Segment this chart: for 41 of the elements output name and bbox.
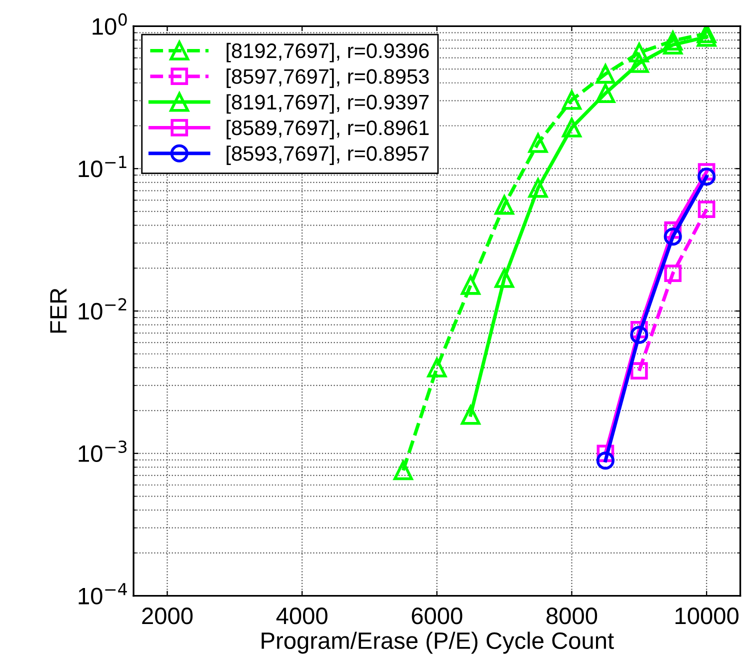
y-tick-label: 10$^{0}$ [92, 13, 127, 35]
point [664, 264, 682, 282]
y-tick-label: 10$^{−1}$ [78, 156, 126, 178]
legend-label: [8589,7697], r=0.8961 [226, 120, 429, 140]
point [427, 358, 447, 378]
point [664, 228, 682, 246]
y-axis-title: FER [50, 288, 67, 333]
point [494, 195, 514, 215]
legend-label: [8593,7697], r=0.8957 [226, 146, 429, 165]
x-tick-label: 2000 [142, 608, 193, 624]
y-tick-label: 10$^{−4}$ [78, 583, 127, 604]
point [562, 118, 582, 138]
point [494, 268, 514, 288]
point [696, 27, 716, 47]
point [528, 178, 548, 198]
x-tick-label: 10000 [676, 608, 738, 624]
point [698, 200, 716, 218]
y-tick-label: 10$^{−2}$ [78, 298, 126, 320]
point [562, 90, 582, 110]
x-tick-label: 4000 [276, 608, 328, 624]
point [596, 84, 616, 104]
point [596, 452, 614, 470]
point [663, 35, 683, 55]
point [696, 26, 716, 44]
point [460, 405, 480, 425]
point [629, 42, 649, 62]
point [629, 53, 649, 73]
point [663, 31, 683, 51]
legend-label: [8597,7697], r=0.8953 [226, 68, 429, 88]
point [460, 275, 480, 295]
legend-label: [8192,7697], r=0.9396 [226, 42, 429, 62]
point [630, 326, 648, 344]
x-tick-label: 8000 [546, 608, 598, 624]
legend-label: [8191,7697], r=0.9397 [226, 94, 429, 114]
y-tick-label: 10$^{−3}$ [78, 440, 127, 462]
point [596, 64, 616, 84]
x-tick-label: 6000 [412, 608, 462, 624]
point [528, 133, 548, 153]
point [393, 460, 413, 480]
point [698, 168, 716, 186]
x-axis-title: Program/Erase (P/E) Cycle Count [262, 632, 614, 654]
